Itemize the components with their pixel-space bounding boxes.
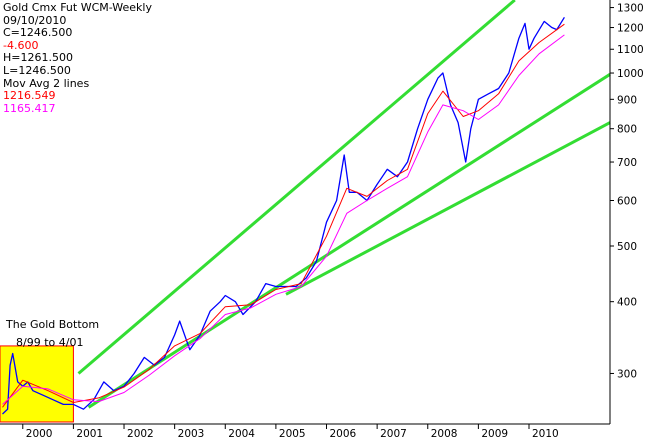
- bar-date: 09/10/2010: [3, 13, 67, 27]
- y-tick-label: 1100: [617, 44, 644, 56]
- annotation-title: The Gold Bottom: [6, 318, 100, 331]
- ma-slow-line: [2, 34, 565, 405]
- x-tick-label: 2000: [26, 428, 53, 440]
- annotation-range: 8/99 to 4/01: [16, 336, 84, 349]
- ma-fast-line: [2, 23, 565, 408]
- y-tick-label: 300: [617, 368, 637, 380]
- close-value: C=1246.500: [3, 26, 73, 40]
- x-tick-label: 2005: [279, 428, 306, 440]
- change-value: -4.600: [3, 38, 39, 52]
- x-tick-label: 2001: [76, 428, 103, 440]
- x-tick-label: 2007: [380, 428, 407, 440]
- x-tick-label: 2002: [127, 428, 154, 440]
- series-layer: [2, 16, 565, 415]
- indicator-name: Mov Avg 2 lines: [3, 76, 90, 90]
- trendline-lower: [285, 121, 611, 296]
- highlight-layer: [0, 345, 74, 423]
- low-value: L=1246.500: [3, 63, 71, 77]
- x-tick-label: 2006: [330, 428, 357, 440]
- y-tick-label: 700: [617, 157, 637, 169]
- ma-slow-value: 1165.417: [3, 101, 56, 115]
- high-value: H=1261.500: [3, 51, 73, 65]
- x-tick-label: 2004: [228, 428, 255, 440]
- chart-title: Gold Cmx Fut WCM-Weekly: [3, 1, 152, 14]
- trend-layer: [77, 0, 611, 409]
- ma-fast-value: 1216.549: [3, 89, 56, 103]
- x-tick-label: 2009: [481, 428, 508, 440]
- x-tick-label: 2008: [431, 428, 458, 440]
- x-tick-label: 2003: [178, 428, 205, 440]
- y-tick-label: 500: [617, 241, 637, 253]
- y-tick-label: 400: [617, 297, 637, 309]
- y-tick-label: 1200: [617, 23, 644, 35]
- trendline-upper: [77, 0, 516, 375]
- axis-layer: 300 400 500 600 700 800 900 1000 1100 1200 1300 200…: [0, 0, 644, 440]
- price-line: [2, 16, 565, 415]
- info-box: Gold Cmx Fut WCM-Weekly 09/10/2010 C=124…: [3, 1, 152, 115]
- y-tick-label: 800: [617, 124, 637, 136]
- y-tick-label: 600: [617, 195, 637, 207]
- bottom-highlight-box: [0, 345, 74, 423]
- x-tick-label: 2010: [532, 428, 559, 440]
- y-tick-label: 1300: [617, 3, 644, 15]
- y-tick-label: 1000: [617, 68, 644, 80]
- trendline-middle: [87, 73, 611, 409]
- y-tick-label: 900: [617, 94, 637, 106]
